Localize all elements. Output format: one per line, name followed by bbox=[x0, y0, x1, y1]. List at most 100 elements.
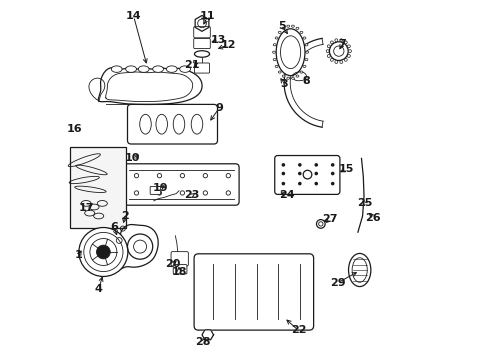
Circle shape bbox=[314, 163, 317, 167]
Ellipse shape bbox=[138, 66, 149, 72]
FancyBboxPatch shape bbox=[193, 27, 210, 38]
Circle shape bbox=[347, 45, 349, 48]
Ellipse shape bbox=[286, 25, 289, 27]
Circle shape bbox=[326, 54, 329, 57]
Text: 10: 10 bbox=[124, 153, 140, 163]
Text: 12: 12 bbox=[220, 40, 236, 50]
Ellipse shape bbox=[286, 77, 289, 79]
Ellipse shape bbox=[305, 44, 307, 46]
FancyBboxPatch shape bbox=[194, 63, 209, 73]
Text: 16: 16 bbox=[67, 124, 82, 134]
Circle shape bbox=[314, 182, 317, 185]
Text: 29: 29 bbox=[329, 278, 345, 288]
Ellipse shape bbox=[282, 27, 285, 30]
Ellipse shape bbox=[140, 114, 151, 134]
Text: 13: 13 bbox=[210, 35, 226, 45]
Text: 27: 27 bbox=[322, 214, 337, 224]
Ellipse shape bbox=[303, 37, 305, 39]
Ellipse shape bbox=[291, 25, 294, 27]
Polygon shape bbox=[89, 78, 104, 100]
Circle shape bbox=[330, 182, 334, 185]
Ellipse shape bbox=[275, 37, 278, 39]
Text: 21: 21 bbox=[184, 60, 200, 70]
Bar bbox=[70, 147, 125, 228]
Text: 4: 4 bbox=[95, 284, 102, 294]
Ellipse shape bbox=[273, 44, 276, 46]
Ellipse shape bbox=[295, 75, 298, 77]
Ellipse shape bbox=[348, 253, 370, 287]
FancyBboxPatch shape bbox=[150, 186, 160, 194]
Circle shape bbox=[314, 172, 317, 175]
Polygon shape bbox=[202, 330, 213, 340]
Polygon shape bbox=[292, 72, 306, 81]
Text: 28: 28 bbox=[195, 337, 210, 347]
Text: 5: 5 bbox=[278, 21, 285, 31]
Polygon shape bbox=[117, 225, 158, 270]
FancyBboxPatch shape bbox=[127, 104, 217, 144]
Ellipse shape bbox=[125, 66, 136, 72]
Circle shape bbox=[297, 163, 301, 167]
Text: 8: 8 bbox=[302, 76, 310, 86]
Text: 11: 11 bbox=[200, 11, 215, 21]
Ellipse shape bbox=[152, 66, 163, 72]
Ellipse shape bbox=[278, 71, 281, 73]
Text: 6: 6 bbox=[110, 222, 118, 232]
Circle shape bbox=[348, 50, 351, 53]
Circle shape bbox=[297, 172, 301, 175]
Ellipse shape bbox=[305, 59, 307, 61]
Circle shape bbox=[329, 42, 347, 60]
FancyBboxPatch shape bbox=[173, 265, 186, 274]
FancyBboxPatch shape bbox=[194, 254, 313, 330]
FancyBboxPatch shape bbox=[274, 156, 339, 194]
Ellipse shape bbox=[173, 114, 184, 134]
Circle shape bbox=[339, 39, 342, 42]
FancyBboxPatch shape bbox=[171, 252, 188, 266]
Ellipse shape bbox=[299, 71, 302, 73]
Ellipse shape bbox=[299, 31, 302, 33]
Circle shape bbox=[316, 220, 325, 228]
Text: 9: 9 bbox=[215, 103, 223, 113]
Ellipse shape bbox=[194, 51, 209, 57]
Ellipse shape bbox=[305, 51, 308, 53]
Circle shape bbox=[297, 182, 301, 185]
Ellipse shape bbox=[282, 75, 285, 77]
Polygon shape bbox=[98, 68, 202, 104]
Ellipse shape bbox=[295, 27, 298, 30]
Ellipse shape bbox=[276, 29, 305, 76]
Text: 25: 25 bbox=[357, 198, 372, 208]
Circle shape bbox=[344, 41, 346, 44]
Text: 14: 14 bbox=[125, 11, 141, 21]
FancyBboxPatch shape bbox=[123, 164, 239, 205]
Circle shape bbox=[330, 41, 333, 44]
Circle shape bbox=[96, 245, 110, 259]
Text: 24: 24 bbox=[279, 190, 294, 200]
Ellipse shape bbox=[156, 114, 167, 134]
Circle shape bbox=[344, 58, 346, 61]
Ellipse shape bbox=[275, 65, 278, 67]
Circle shape bbox=[330, 163, 334, 167]
Ellipse shape bbox=[273, 59, 276, 61]
Text: 22: 22 bbox=[290, 325, 305, 336]
Ellipse shape bbox=[166, 66, 177, 72]
Ellipse shape bbox=[291, 77, 294, 79]
Text: 1: 1 bbox=[75, 250, 82, 260]
Circle shape bbox=[281, 163, 285, 167]
Ellipse shape bbox=[179, 66, 190, 72]
Ellipse shape bbox=[303, 65, 305, 67]
Circle shape bbox=[281, 182, 285, 185]
Circle shape bbox=[326, 45, 329, 48]
Circle shape bbox=[330, 172, 334, 175]
Circle shape bbox=[325, 50, 328, 53]
Circle shape bbox=[347, 54, 349, 57]
Ellipse shape bbox=[191, 114, 203, 134]
Ellipse shape bbox=[272, 51, 275, 53]
Ellipse shape bbox=[278, 31, 281, 33]
Circle shape bbox=[334, 60, 337, 63]
Text: 18: 18 bbox=[171, 267, 186, 277]
Text: 2: 2 bbox=[121, 211, 129, 221]
FancyBboxPatch shape bbox=[193, 39, 210, 49]
Text: 17: 17 bbox=[79, 203, 94, 213]
Text: 19: 19 bbox=[153, 183, 168, 193]
Circle shape bbox=[281, 172, 285, 175]
Circle shape bbox=[339, 60, 342, 63]
